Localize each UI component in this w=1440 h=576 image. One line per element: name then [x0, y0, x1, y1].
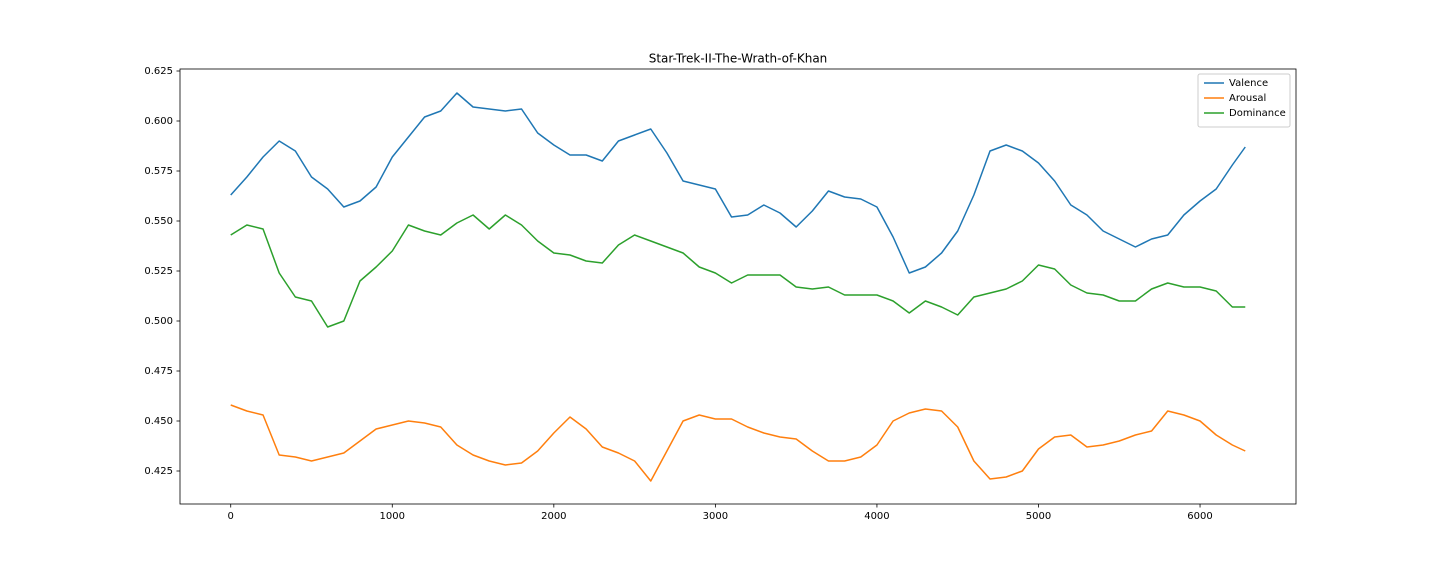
legend: Valence Arousal Dominance [1197, 73, 1291, 128]
y-tick-label: 0.450 [144, 416, 173, 427]
x-tick-label: 3000 [703, 511, 728, 522]
y-tick-label: 0.550 [144, 216, 173, 227]
x-tick-label: 6000 [1187, 511, 1212, 522]
y-tick-label: 0.475 [144, 366, 173, 377]
series-line [230, 404, 1246, 482]
x-tick-label: 1000 [380, 511, 405, 522]
plot-frame [179, 68, 1297, 505]
y-tick-label: 0.425 [144, 466, 173, 477]
x-tick-label: 5000 [1026, 511, 1051, 522]
x-tick-label: 2000 [541, 511, 566, 522]
legend-label: Arousal [1229, 93, 1266, 104]
y-tick-label: 0.600 [144, 116, 173, 127]
y-tick-label: 0.525 [144, 266, 173, 277]
y-tick-label: 0.500 [144, 316, 173, 327]
series-line [230, 92, 1246, 274]
series-line [230, 214, 1246, 328]
x-tick-label: 4000 [864, 511, 889, 522]
legend-label: Dominance [1229, 108, 1286, 119]
y-tick-label: 0.575 [144, 166, 173, 177]
x-tick-label: 0 [228, 511, 234, 522]
chart-title: Star-Trek-II-The-Wrath-of-Khan [649, 52, 828, 66]
y-tick-label: 0.625 [144, 66, 173, 77]
legend-label: Valence [1229, 78, 1268, 89]
